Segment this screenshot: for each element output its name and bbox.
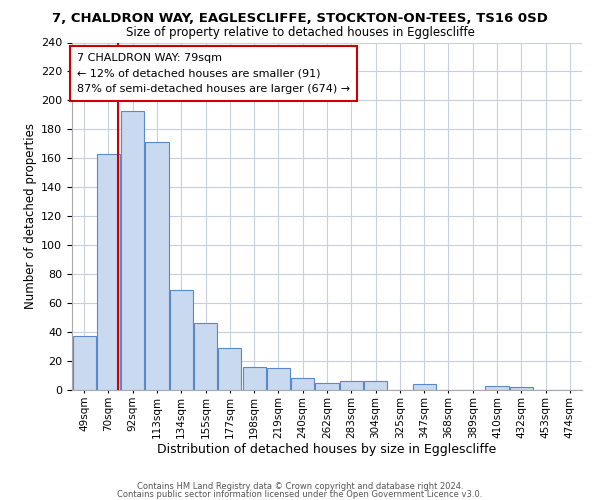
Bar	[170, 290, 193, 390]
Bar	[413, 384, 436, 390]
Text: 7, CHALDRON WAY, EAGLESCLIFFE, STOCKTON-ON-TEES, TS16 0SD: 7, CHALDRON WAY, EAGLESCLIFFE, STOCKTON-…	[52, 12, 548, 26]
Bar	[485, 386, 509, 390]
Bar	[316, 383, 338, 390]
Bar	[121, 110, 144, 390]
Text: Size of property relative to detached houses in Egglescliffe: Size of property relative to detached ho…	[125, 26, 475, 39]
Text: 7 CHALDRON WAY: 79sqm
← 12% of detached houses are smaller (91)
87% of semi-deta: 7 CHALDRON WAY: 79sqm ← 12% of detached …	[77, 53, 350, 94]
Y-axis label: Number of detached properties: Number of detached properties	[24, 123, 37, 309]
Bar	[194, 324, 217, 390]
Bar	[364, 382, 387, 390]
Bar	[340, 382, 363, 390]
Bar	[97, 154, 120, 390]
Bar	[145, 142, 169, 390]
Bar	[73, 336, 95, 390]
Bar	[510, 387, 533, 390]
Bar	[218, 348, 241, 390]
Bar	[291, 378, 314, 390]
Bar	[267, 368, 290, 390]
Text: Contains HM Land Registry data © Crown copyright and database right 2024.: Contains HM Land Registry data © Crown c…	[137, 482, 463, 491]
Bar	[242, 367, 266, 390]
Text: Contains public sector information licensed under the Open Government Licence v3: Contains public sector information licen…	[118, 490, 482, 499]
X-axis label: Distribution of detached houses by size in Egglescliffe: Distribution of detached houses by size …	[157, 443, 497, 456]
